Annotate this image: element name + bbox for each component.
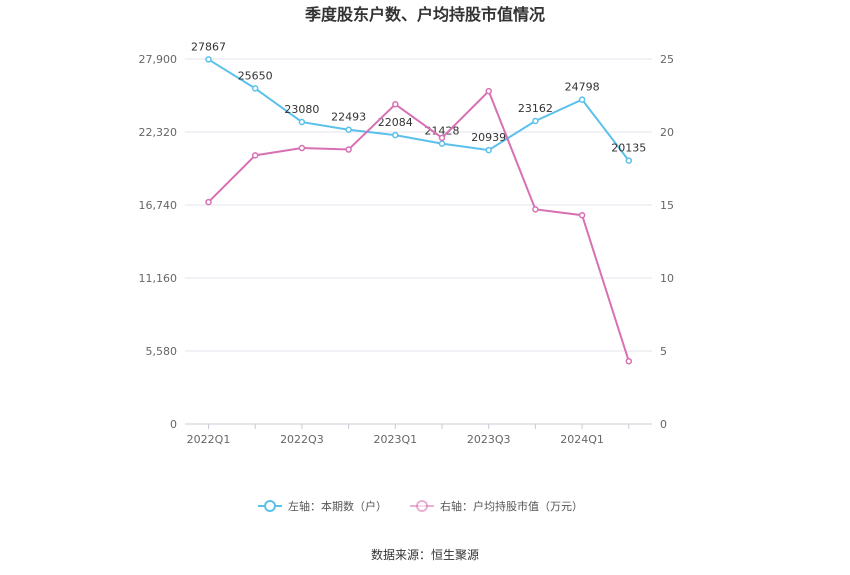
left-axis: 0 5,580 11,160 16,740 22,320 27,900 [139, 53, 178, 431]
x-tick-label: 2022Q1 [187, 433, 231, 446]
right-tick-label: 0 [660, 418, 667, 431]
data-label: 23080 [284, 103, 319, 116]
left-tick-label: 22,320 [139, 126, 178, 139]
series-line-1 [207, 58, 630, 162]
data-point [438, 134, 446, 142]
left-tick-label: 27,900 [139, 53, 178, 66]
data-point [485, 146, 492, 154]
right-tick-label: 15 [660, 199, 674, 212]
right-tick-label: 10 [660, 272, 674, 285]
left-tick-label: 16,740 [139, 199, 178, 212]
data-point [205, 198, 212, 206]
x-tick-label: 2023Q1 [373, 433, 417, 446]
data-point [625, 157, 633, 164]
data-point [392, 131, 399, 139]
data-point [392, 101, 399, 108]
data-point [298, 144, 306, 152]
data-point [345, 146, 352, 153]
data-label: 24798 [565, 81, 600, 94]
x-axis: 2022Q1 2022Q3 2023Q1 2023Q3 2024Q1 [185, 423, 652, 446]
legend-label: 右轴：户均持股市值（万元） [440, 499, 583, 513]
x-tick-label: 2023Q3 [467, 433, 511, 446]
series-line-2 [207, 89, 630, 362]
data-point [345, 126, 352, 133]
data-point [205, 56, 212, 63]
right-tick-label: 25 [660, 53, 674, 66]
x-tick-label: 2022Q3 [280, 433, 324, 446]
data-point [578, 96, 586, 103]
legend-marker [264, 500, 276, 512]
data-point [251, 85, 259, 92]
data-point [625, 357, 633, 365]
data-point [532, 117, 539, 125]
data-label: 27867 [191, 40, 226, 53]
x-tick-label: 2024Q1 [560, 433, 604, 446]
left-tick-label: 11,160 [139, 272, 178, 285]
data-label: 25650 [238, 69, 273, 82]
source-note: 数据来源：恒生聚源 [371, 547, 479, 562]
data-label: 22493 [331, 111, 366, 124]
right-tick-label: 20 [660, 126, 674, 139]
data-point [485, 87, 492, 95]
chart-title: 季度股东户数、户均持股市值情况 [304, 5, 545, 24]
data-label: 20939 [471, 131, 506, 144]
right-axis: 0 5 10 15 20 25 [660, 53, 674, 431]
legend: 左轴：本期数（户） 右轴：户均持股市值（万元） [258, 499, 583, 513]
data-point [578, 211, 586, 219]
grid [185, 58, 652, 425]
left-tick-label: 0 [170, 418, 177, 431]
data-label: 20135 [611, 142, 646, 155]
right-tick-label: 5 [660, 345, 667, 358]
left-tick-label: 5,580 [146, 345, 178, 358]
data-point [438, 140, 446, 147]
data-label: 23162 [518, 102, 553, 115]
data-point [251, 152, 259, 159]
legend-label: 左轴：本期数（户） [288, 499, 387, 513]
legend-marker [416, 500, 428, 512]
data-point [532, 206, 539, 213]
data-label: 22084 [378, 116, 413, 129]
data-point [298, 118, 306, 126]
